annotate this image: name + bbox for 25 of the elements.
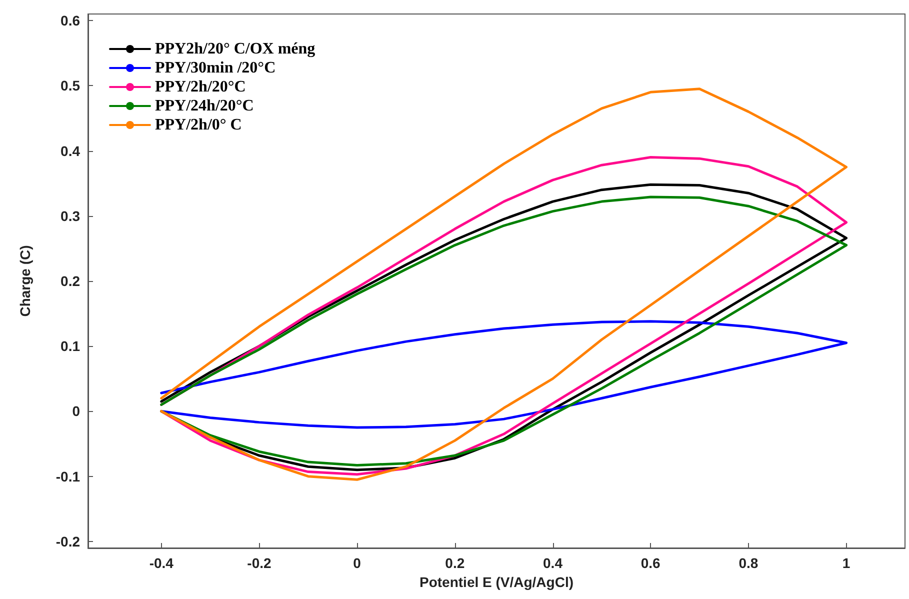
x-tick-label: 0.6	[640, 555, 661, 571]
legend-label: PPY/2h/20°C	[155, 78, 246, 96]
line-series	[160, 320, 848, 429]
legend-label: PPY/30min /20°C	[155, 60, 276, 76]
y-tick-label: -0.2	[56, 533, 80, 550]
x-tick-label: 1	[842, 555, 850, 571]
legend-label: PPY2h/20° C/OX méng	[155, 40, 316, 58]
y-tick-label: 0.1	[60, 338, 80, 354]
x-tick-label: 0	[353, 555, 362, 571]
y-axis-title: Charge (C)	[17, 245, 33, 317]
x-tick-label: 0.2	[445, 555, 465, 571]
y-tick-label: 0	[72, 403, 80, 420]
x-axis-title: Potentiel E (V/Ag/AgCl)	[420, 574, 574, 590]
x-tick-label: -0.4	[149, 555, 174, 571]
y-tick-label: 0.3	[60, 208, 80, 224]
y-tick-label: 0.2	[60, 273, 80, 289]
x-tick-label: 0.8	[738, 555, 758, 571]
x-tick-label: 0.4	[543, 555, 563, 571]
y-tick-label: 0.4	[60, 142, 80, 159]
legend-label: PPY/2h/0° C	[155, 116, 242, 134]
y-tick-label: 0.6	[60, 12, 80, 29]
y-tick-label: -0.1	[56, 468, 80, 484]
legend-label: PPY/24h/20°C	[155, 98, 254, 114]
y-tick-label: 0.5	[60, 78, 80, 94]
x-tick-label: -0.2	[247, 555, 272, 571]
